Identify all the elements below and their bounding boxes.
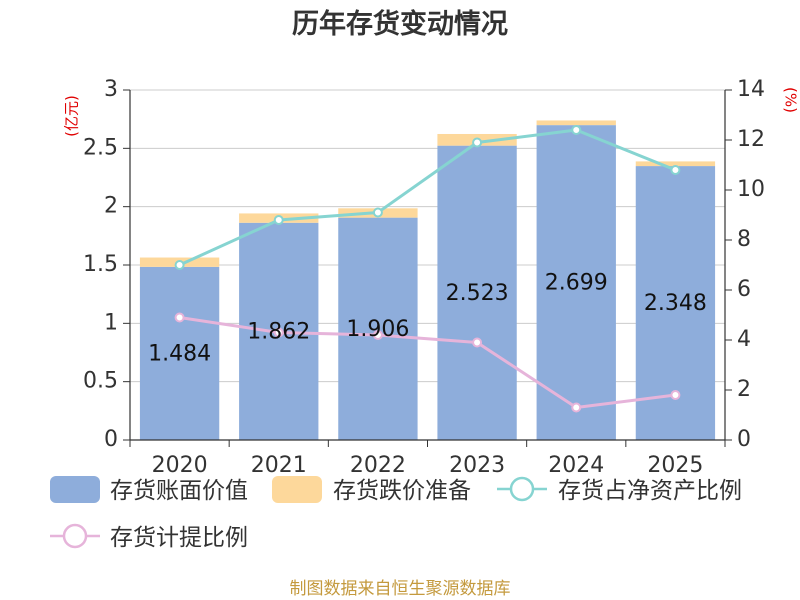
x-tick-label: 2021 [251, 453, 307, 478]
line-point-s2-2024[interactable] [571, 125, 582, 135]
bar-s0-2022[interactable] [338, 217, 418, 440]
y-tick-label-left: 1 [104, 310, 118, 335]
bar-s1-2024[interactable] [536, 120, 616, 126]
line-point-s3-2020[interactable] [174, 312, 185, 323]
y-tick-label-right: 2 [737, 377, 751, 402]
y-tick-label-right: 4 [737, 327, 751, 352]
legend-swatch-book-value [50, 476, 100, 503]
line-point-s2-2025[interactable] [670, 165, 681, 175]
y-tick-label-right: 12 [737, 127, 765, 152]
legend-label-net-asset-ratio: 存货占净资产比例 [558, 478, 742, 504]
y-tick-label-right: 0 [737, 427, 751, 452]
data-label-s0-2024: 2.699 [545, 271, 608, 296]
y-tick-label-left: 3 [104, 77, 118, 102]
legend-label-provision-ratio: 存货计提比例 [110, 525, 248, 551]
x-tick-label: 2020 [152, 453, 208, 478]
legend-item-net-asset-ratio[interactable]: 存货占净资产比例 [497, 476, 742, 504]
y-tick-label-right: 6 [737, 277, 751, 302]
source-footer: 制图数据来自恒生聚源数据库 [290, 579, 511, 599]
line-point-s3-2021[interactable] [273, 327, 284, 338]
y-tick-label-left: 1.5 [83, 252, 118, 277]
series-line-s2 [178, 128, 676, 267]
line-point-s3-2024[interactable] [571, 402, 582, 413]
bar-s1-2025[interactable] [635, 161, 716, 167]
y-tick-label-left: 2 [104, 194, 118, 219]
bar-s0-2020[interactable] [139, 266, 220, 440]
y-tick-label-left: 2.5 [83, 135, 118, 160]
line-point-s3-2022[interactable] [372, 330, 383, 340]
bar-s0-2023[interactable] [437, 145, 517, 440]
y-axis-label-right: (%) [782, 87, 800, 113]
y-tick-label-right: 8 [737, 227, 751, 252]
data-label-s0-2023: 2.523 [446, 281, 509, 306]
legend-marker-provision-ratio [62, 523, 88, 549]
axes: 0 0.5 1 1.5 2 2.5 3 0 2 4 6 8 10 12 14 2020 2021 2022 2023… [83, 77, 765, 478]
legend-swatch-impairment [272, 476, 322, 503]
line-point-s3-2025[interactable] [670, 390, 681, 400]
bar-marks [139, 120, 716, 441]
line-point-s2-2022[interactable] [372, 207, 383, 218]
legend: 存货账面价值 存货跌价准备 存货占净资产比例 存货计提比例 [50, 476, 742, 551]
legend-item-provision-ratio[interactable]: 存货计提比例 [50, 523, 248, 551]
data-label-s0-2022: 1.906 [346, 317, 409, 342]
bar-s0-2024[interactable] [536, 125, 616, 440]
line-marks [174, 125, 681, 413]
chart-title: 历年存货变动情况 [292, 8, 508, 40]
line-point-s2-2021[interactable] [273, 215, 284, 225]
data-label-s0-2025: 2.348 [644, 291, 707, 316]
line-point-s2-2023[interactable] [472, 137, 483, 148]
legend-label-impairment: 存货跌价准备 [333, 478, 471, 504]
y-axis-label-left: (亿元) [63, 95, 81, 137]
y-tick-label-left: 0 [104, 427, 118, 452]
data-labels: 1.484 1.862 1.906 2.523 2.699 2.348 [148, 271, 707, 367]
y-tick-label-right: 14 [737, 77, 765, 102]
y-tick-label-left: 0.5 [83, 369, 118, 394]
x-tick-label: 2023 [449, 453, 505, 478]
legend-item-book-value[interactable]: 存货账面价值 [50, 476, 248, 504]
data-label-s0-2020: 1.484 [148, 341, 211, 366]
x-tick-label: 2022 [350, 453, 406, 478]
grid-lines [130, 89, 725, 383]
line-point-s3-2023[interactable] [472, 337, 483, 348]
legend-label-book-value: 存货账面价值 [110, 478, 248, 504]
x-tick-label: 2024 [548, 453, 604, 478]
legend-item-impairment[interactable]: 存货跌价准备 [272, 476, 471, 504]
x-tick-label: 2025 [647, 453, 703, 478]
series-line-s3 [179, 316, 676, 409]
data-label-s0-2021: 1.862 [247, 319, 310, 344]
y-tick-label-right: 10 [737, 177, 765, 202]
legend-marker-net-asset-ratio [509, 476, 535, 502]
line-point-s2-2020[interactable] [174, 260, 185, 270]
